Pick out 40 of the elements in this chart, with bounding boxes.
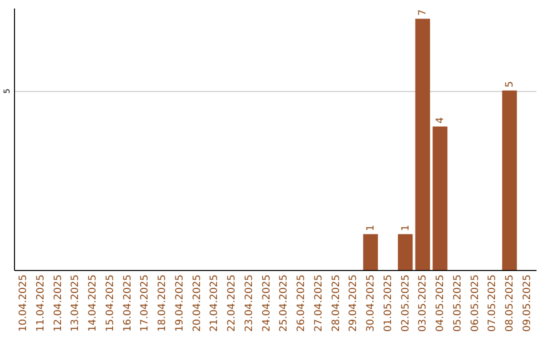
bar: [398, 234, 413, 270]
x-tick-label: 09.05.2025: [522, 274, 533, 332]
x-tick-label: 13.04.2025: [70, 274, 82, 332]
x-tick-label: 10.04.2025: [18, 274, 30, 332]
data-label: 1: [400, 224, 412, 232]
x-tick-label: 14.04.2025: [88, 274, 99, 332]
x-tick-label: 18.04.2025: [157, 274, 168, 332]
data-label: 4: [435, 117, 446, 124]
x-tick-label: 21.04.2025: [209, 274, 220, 332]
bar: [363, 234, 378, 270]
x-tick-label: 17.04.2025: [140, 274, 151, 332]
x-tick-label: 30.04.2025: [366, 274, 377, 332]
x-tick-label: 15.04.2025: [104, 274, 116, 332]
x-tick-label: 08.05.2025: [504, 274, 516, 332]
data-label: 7: [418, 9, 429, 16]
x-tick-label: 29.04.2025: [348, 274, 360, 332]
data-label: 5: [504, 81, 516, 88]
x-tick-label: 04.05.2025: [435, 274, 446, 332]
x-tick-label: 07.05.2025: [487, 274, 498, 332]
x-tick-label: 28.04.2025: [330, 274, 342, 332]
x-tick-label: 25.04.2025: [278, 274, 290, 332]
x-tick-label: 03.05.2025: [418, 274, 429, 332]
x-tick-label: 01.05.2025: [382, 274, 394, 332]
x-tick-label: 02.05.2025: [400, 274, 412, 332]
x-tick-label: 12.04.2025: [52, 274, 64, 332]
x-tick-label: 05.05.2025: [452, 274, 464, 332]
x-tick-label: 06.05.2025: [470, 274, 481, 332]
x-tick-label: 20.04.2025: [192, 274, 203, 332]
bar: [415, 18, 430, 270]
x-tick-label: 19.04.2025: [174, 274, 186, 332]
bar: [502, 90, 517, 270]
x-tick-label: 24.04.2025: [261, 274, 272, 332]
x-tick-label: 16.04.2025: [122, 274, 134, 332]
x-tick-label: 11.04.2025: [35, 274, 46, 332]
x-tick-label: 27.04.2025: [313, 274, 324, 332]
x-tick-label: 22.04.2025: [226, 274, 238, 332]
x-tick-label: 26.04.2025: [296, 274, 308, 332]
data-label: 1: [366, 224, 377, 232]
bar: [432, 126, 448, 270]
x-tick-label: 23.04.2025: [244, 274, 255, 332]
